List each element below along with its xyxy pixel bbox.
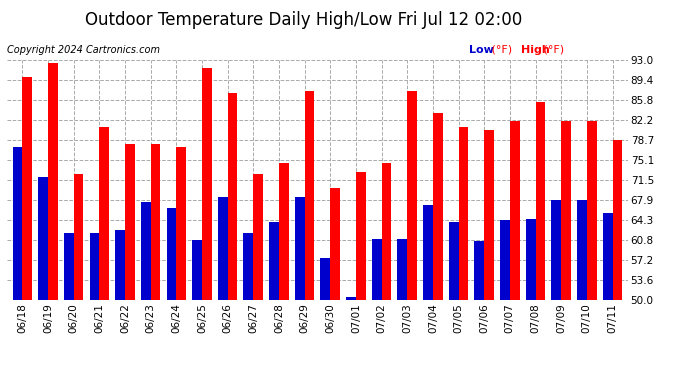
Bar (269, 222, 279, 375)
Bar (253, 174, 263, 375)
Bar (459, 127, 469, 375)
Bar (372, 238, 382, 375)
Bar (423, 205, 433, 375)
Bar (228, 93, 237, 375)
Bar (448, 222, 459, 375)
Bar (202, 68, 212, 375)
Text: (°F): (°F) (540, 45, 564, 55)
Bar (407, 91, 417, 375)
Bar (279, 163, 288, 375)
Bar (115, 230, 125, 375)
Bar (320, 258, 331, 375)
Bar (397, 238, 407, 375)
Bar (64, 233, 74, 375)
Bar (166, 208, 176, 375)
Bar (295, 197, 304, 375)
Bar (48, 63, 58, 375)
Bar (433, 113, 442, 375)
Bar (38, 177, 48, 375)
Text: Copyright 2024 Cartronics.com: Copyright 2024 Cartronics.com (7, 45, 160, 55)
Bar (613, 140, 622, 375)
Text: High: High (521, 45, 550, 55)
Bar (22, 77, 32, 375)
Bar (526, 219, 535, 375)
Bar (551, 200, 561, 375)
Bar (484, 130, 494, 375)
Bar (603, 213, 613, 375)
Bar (74, 174, 83, 375)
Bar (382, 163, 391, 375)
Bar (244, 233, 253, 375)
Bar (356, 172, 366, 375)
Bar (475, 242, 484, 375)
Bar (577, 200, 586, 375)
Bar (193, 240, 202, 375)
Bar (561, 122, 571, 375)
Text: Low: Low (469, 45, 494, 55)
Bar (535, 102, 545, 375)
Bar (141, 202, 150, 375)
Bar (150, 144, 160, 375)
Bar (218, 197, 228, 375)
Bar (510, 122, 520, 375)
Bar (586, 122, 597, 375)
Bar (346, 297, 356, 375)
Bar (99, 127, 109, 375)
Text: (°F): (°F) (488, 45, 512, 55)
Bar (304, 91, 315, 375)
Bar (331, 188, 340, 375)
Bar (90, 233, 99, 375)
Bar (12, 147, 22, 375)
Text: Outdoor Temperature Daily High/Low Fri Jul 12 02:00: Outdoor Temperature Daily High/Low Fri J… (85, 11, 522, 29)
Bar (125, 144, 135, 375)
Bar (500, 220, 510, 375)
Bar (176, 147, 186, 375)
